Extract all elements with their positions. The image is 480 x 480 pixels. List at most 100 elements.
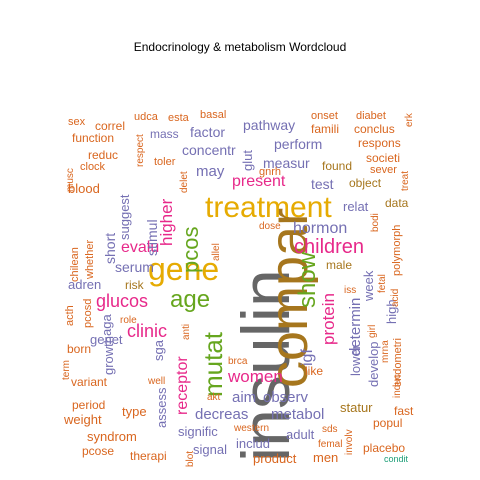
- cloud-word-esta: esta: [168, 112, 189, 124]
- cloud-word-protein: protein: [319, 293, 338, 346]
- cloud-word-evalu: evalu: [121, 239, 160, 256]
- cloud-word-adult: adult: [286, 427, 315, 442]
- cloud-word-men: men: [313, 450, 339, 465]
- cloud-word-object: object: [349, 176, 382, 190]
- cloud-word-correl: correl: [95, 119, 126, 133]
- cloud-word-like: like: [305, 364, 324, 378]
- cloud-word-delet: delet: [179, 170, 190, 193]
- cloud-word-short: short: [102, 232, 118, 264]
- cloud-word-dose: dose: [259, 221, 281, 232]
- cloud-word-polymorph: polymorph: [391, 225, 403, 277]
- cloud-word-pcos: pcos: [178, 226, 203, 274]
- cloud-word-women: women: [228, 367, 283, 386]
- cloud-word-erk: erk: [404, 112, 415, 127]
- cloud-word-famili: famili: [311, 122, 340, 136]
- cloud-word-glut: glut: [240, 149, 255, 171]
- cloud-word-sever: sever: [370, 164, 397, 176]
- cloud-word-anti: anti: [181, 323, 192, 340]
- cloud-word-glucos: glucos: [96, 291, 149, 311]
- cloud-word-type: type: [122, 404, 147, 419]
- cloud-word-respons: respons: [358, 136, 401, 150]
- cloud-word-blot: blot: [185, 450, 196, 467]
- cloud-word-musc: musc: [65, 168, 76, 192]
- cloud-word-udca: udca: [134, 111, 158, 123]
- cloud-word-sga: sga: [151, 340, 166, 362]
- cloud-word-societi: societi: [366, 151, 401, 165]
- cloud-word-children: children: [294, 236, 365, 258]
- cloud-word-week: week: [361, 270, 376, 301]
- cloud-word-mass: mass: [150, 127, 179, 141]
- cloud-word-lower: lower: [348, 344, 363, 376]
- cloud-word-suggest: suggest: [117, 194, 132, 241]
- cloud-word-placebo: placebo: [363, 441, 406, 455]
- cloud-word-blood: blood: [68, 181, 100, 196]
- cloud-word-measur: measur: [263, 155, 310, 171]
- cloud-word-reduc: reduc: [88, 148, 119, 162]
- cloud-word-found: found: [322, 159, 353, 173]
- cloud-word-receptor: receptor: [174, 356, 191, 416]
- cloud-word-show: show: [294, 251, 321, 308]
- cloud-word-hormon: hormon: [293, 220, 348, 237]
- cloud-word-genet: genet: [90, 332, 123, 347]
- cloud-word-western: western: [234, 423, 270, 434]
- cloud-word-fast: fast: [394, 404, 414, 418]
- cloud-word-whether: whether: [84, 240, 96, 280]
- cloud-word-stimul: stimul: [144, 219, 160, 257]
- cloud-word-chilean: chilean: [69, 247, 81, 283]
- cloud-word-term: term: [61, 360, 72, 380]
- cloud-word-assess: assess: [154, 387, 169, 428]
- cloud-word-decreas: decreas: [195, 406, 249, 423]
- cloud-word-basal: basal: [200, 109, 227, 121]
- cloud-word-clinic: clinic: [127, 321, 168, 341]
- cloud-word-perform: perform: [274, 136, 323, 152]
- cloud-word-may: may: [196, 163, 225, 180]
- cloud-word-signific: signific: [178, 424, 218, 439]
- cloud-word-girl: girl: [367, 324, 378, 338]
- cloud-word-induc: induc: [392, 373, 403, 398]
- cloud-word-observ: observ: [263, 389, 309, 406]
- cloud-word-signal: signal: [193, 442, 227, 457]
- cloud-word-concentr: concentr: [182, 142, 236, 158]
- cloud-word-aim: aim: [232, 389, 257, 406]
- cloud-word-popul: popul: [373, 416, 403, 430]
- cloud-word-variant: variant: [71, 375, 108, 389]
- cloud-word-pcose: pcose: [82, 444, 115, 458]
- cloud-word-fetal: fetal: [377, 273, 388, 293]
- cloud-word-develop: develop: [366, 341, 381, 388]
- cloud-word-test: test: [311, 176, 334, 192]
- cloud-word-condit: condit: [384, 454, 409, 464]
- cloud-word-mrna: mrna: [380, 340, 391, 363]
- cloud-word-present: present: [232, 173, 286, 190]
- cloud-word-male: male: [326, 258, 353, 272]
- cloud-word-factor: factor: [190, 124, 226, 140]
- cloud-word-gene: gene: [148, 251, 220, 287]
- cloud-word-metabol: metabol: [271, 406, 325, 423]
- cloud-word-period: period: [72, 398, 106, 412]
- cloud-word-born: born: [67, 342, 92, 356]
- cloud-word-well: well: [148, 376, 166, 387]
- cloud-word-conclus: conclus: [354, 122, 395, 136]
- cloud-word-pcosd: pcosd: [82, 298, 94, 329]
- cloud-word-includ: includ: [236, 436, 270, 451]
- cloud-word-femal: femal: [318, 439, 343, 450]
- cloud-word-higher: higher: [157, 198, 176, 247]
- cloud-word-mutat: mutat: [198, 331, 228, 397]
- cloud-word-sex: sex: [68, 116, 86, 128]
- cloud-word-weight: weight: [64, 412, 102, 427]
- cloud-word-syndrom: syndrom: [87, 429, 137, 444]
- cloud-word-clock: clock: [80, 161, 106, 173]
- cloud-word-product: product: [253, 451, 297, 466]
- cloud-word-therapi: therapi: [130, 449, 167, 463]
- cloud-word-serum: serum: [115, 259, 154, 275]
- cloud-word-bodi: bodi: [370, 213, 381, 232]
- cloud-word-diabet: diabet: [356, 110, 386, 122]
- cloud-word-function: function: [72, 131, 115, 145]
- cloud-word-statur: statur: [340, 400, 373, 415]
- cloud-word-treat: treat: [400, 170, 411, 191]
- cloud-word-onset: onset: [311, 110, 338, 122]
- cloud-word-treatment: treatment: [205, 191, 332, 224]
- cloud-word-acid: acid: [390, 288, 401, 307]
- cloud-word-risk: risk: [125, 278, 144, 292]
- chart-title: Endocrinology & metabolism Wordcloud: [133, 40, 347, 54]
